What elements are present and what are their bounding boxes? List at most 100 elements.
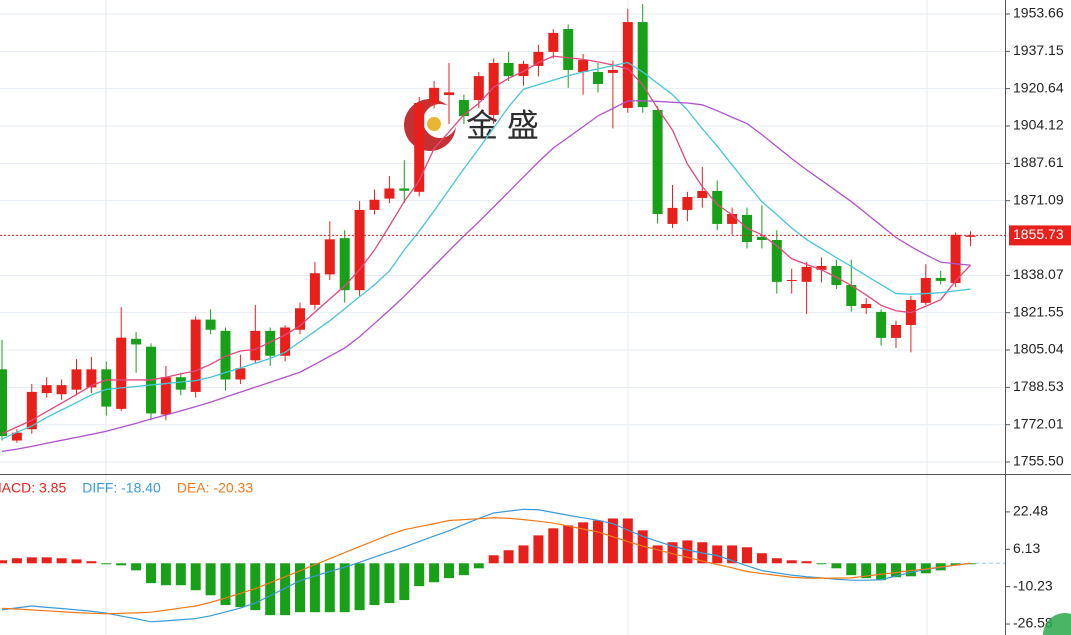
- macd-bar: [771, 558, 782, 564]
- macd-legend: MACD: 3.85: [0, 480, 66, 496]
- macd-bar: [235, 563, 246, 608]
- candle-body: [131, 338, 142, 345]
- macd-bar: [756, 553, 767, 564]
- y-tick-label: 1953.66: [1013, 5, 1064, 21]
- candle-body: [458, 100, 469, 117]
- macd-bar: [742, 547, 752, 564]
- candle-body: [414, 102, 425, 192]
- candle-body: [935, 277, 946, 281]
- candle-body: [652, 109, 663, 214]
- y-tick-label: 1904.12: [1013, 117, 1064, 133]
- macd-bar: [26, 557, 37, 564]
- corner-button[interactable]: [1043, 613, 1071, 635]
- macd-bar: [324, 563, 335, 613]
- macd-bar: [101, 563, 112, 565]
- macd-bar: [309, 563, 320, 613]
- macd-bar: [831, 563, 842, 569]
- candle-body: [190, 319, 201, 392]
- candle-body: [712, 190, 723, 224]
- macd-bar: [205, 563, 216, 596]
- candle-body: [11, 432, 22, 441]
- last-price-box: [1009, 225, 1071, 246]
- candle-body: [831, 265, 842, 285]
- macd-bar: [131, 563, 142, 571]
- candle-body: [205, 319, 216, 330]
- macd-bar: [533, 535, 544, 564]
- macd-bar: [593, 520, 603, 564]
- last-price-label: 1855.73: [1013, 226, 1064, 242]
- candle-body: [697, 190, 708, 198]
- y-tick-label: 22.48: [1013, 503, 1048, 519]
- candle-body: [235, 368, 246, 380]
- candle-body: [175, 377, 186, 390]
- candle-body: [503, 62, 514, 77]
- candle-body: [727, 213, 738, 224]
- candle-body: [429, 87, 440, 103]
- dea-line: [1, 517, 971, 615]
- macd-bar: [801, 561, 812, 564]
- candle-body: [950, 234, 961, 283]
- macd-bar: [280, 563, 291, 616]
- y-tick-label: 1920.64: [1013, 79, 1064, 95]
- macd-bar: [503, 550, 514, 564]
- macd-bar: [399, 563, 410, 601]
- y-tick-label: 1805.04: [1013, 341, 1064, 357]
- macd-bar: [652, 545, 663, 564]
- candle-body: [473, 76, 484, 101]
- macd-bar: [727, 545, 738, 564]
- candle-body: [324, 239, 335, 275]
- y-tick-label: 1821.55: [1013, 303, 1064, 319]
- macd-bar: [861, 563, 872, 579]
- macd-bar: [682, 540, 693, 564]
- macd-bar: [175, 563, 186, 586]
- candle-body: [563, 29, 574, 70]
- macd-bar: [444, 563, 454, 579]
- ma-line: [1, 100, 971, 453]
- macd-bar: [414, 563, 425, 587]
- candle-body: [354, 209, 365, 291]
- macd-bar: [71, 559, 82, 564]
- y-tick-label: -26.58: [1013, 615, 1053, 631]
- y-tick-label: 1788.53: [1013, 378, 1064, 394]
- candle-body: [101, 369, 112, 407]
- macd-legend: DIFF: -18.40: [82, 480, 161, 496]
- macd-bar: [429, 563, 440, 583]
- macd-bar: [384, 563, 395, 604]
- y-tick-label: 1871.09: [1013, 191, 1064, 207]
- macd-legend: DEA: -20.33: [177, 480, 253, 496]
- candle-body: [637, 22, 648, 108]
- macd-bar: [607, 518, 618, 564]
- ma-line: [1, 61, 971, 440]
- y-tick-label: 1838.07: [1013, 266, 1064, 282]
- macd-bar: [473, 563, 484, 569]
- candle-body: [488, 62, 499, 115]
- diff-line: [1, 508, 971, 623]
- macd-bar: [146, 563, 156, 584]
- candle-body: [56, 385, 67, 395]
- macd-bar: [905, 563, 916, 577]
- candle-body: [369, 199, 380, 210]
- candle-body: [593, 72, 603, 84]
- macd-bar: [667, 542, 678, 564]
- candle-body: [71, 369, 82, 390]
- watermark-text: 金 盛: [466, 107, 539, 143]
- logo-dot: [427, 117, 441, 131]
- y-tick-label: 1772.01: [1013, 415, 1064, 431]
- candle-body: [846, 284, 857, 307]
- macd-bar: [160, 563, 171, 586]
- candle-body: [548, 32, 559, 52]
- candle-body: [876, 311, 887, 338]
- watermark: 金 盛: [404, 99, 539, 151]
- candle-body: [622, 22, 633, 108]
- candle-body: [533, 51, 544, 66]
- candle-body: [861, 303, 872, 309]
- macd-bar: [339, 563, 350, 613]
- candle-body: [295, 308, 305, 330]
- candle-body: [801, 266, 812, 282]
- macd-bar: [0, 560, 7, 564]
- y-tick-label: 1755.50: [1013, 453, 1064, 469]
- macd-bar: [548, 528, 559, 564]
- candle-body: [771, 239, 782, 282]
- macd-bar: [950, 563, 961, 566]
